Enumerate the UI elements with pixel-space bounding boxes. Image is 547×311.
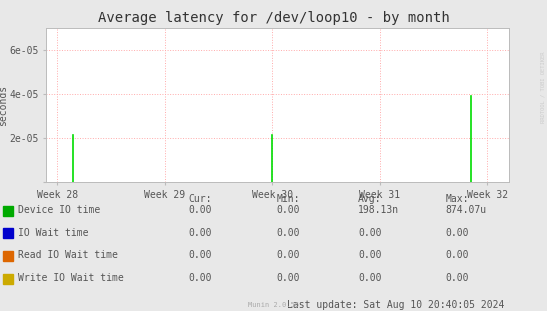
Text: 0.00: 0.00	[189, 228, 212, 238]
Text: RRDTOOL / TOBI OETIKER: RRDTOOL / TOBI OETIKER	[541, 51, 546, 123]
Text: 0.00: 0.00	[358, 228, 382, 238]
Text: 0.00: 0.00	[276, 205, 300, 215]
Text: 0.00: 0.00	[276, 228, 300, 238]
Text: Last update: Sat Aug 10 20:40:05 2024: Last update: Sat Aug 10 20:40:05 2024	[287, 300, 504, 310]
Text: 0.00: 0.00	[358, 250, 382, 260]
Text: Cur:: Cur:	[189, 194, 212, 204]
Text: IO Wait time: IO Wait time	[18, 228, 89, 238]
Text: Read IO Wait time: Read IO Wait time	[18, 250, 118, 260]
Text: 0.00: 0.00	[446, 250, 469, 260]
Text: Write IO Wait time: Write IO Wait time	[18, 273, 124, 283]
Text: 0.00: 0.00	[446, 273, 469, 283]
Text: 0.00: 0.00	[189, 250, 212, 260]
Text: 0.00: 0.00	[276, 273, 300, 283]
Text: Avg:: Avg:	[358, 194, 382, 204]
Text: 0.00: 0.00	[358, 273, 382, 283]
Text: Average latency for /dev/loop10 - by month: Average latency for /dev/loop10 - by mon…	[97, 11, 450, 25]
Text: 0.00: 0.00	[276, 250, 300, 260]
Text: 0.00: 0.00	[189, 273, 212, 283]
Text: Min:: Min:	[276, 194, 300, 204]
Text: Device IO time: Device IO time	[18, 205, 100, 215]
Text: 0.00: 0.00	[446, 228, 469, 238]
Text: Munin 2.0.56: Munin 2.0.56	[248, 302, 299, 308]
Text: 198.13n: 198.13n	[358, 205, 399, 215]
Text: 0.00: 0.00	[189, 205, 212, 215]
Text: Max:: Max:	[446, 194, 469, 204]
Text: 874.07u: 874.07u	[446, 205, 487, 215]
Y-axis label: seconds: seconds	[0, 84, 8, 126]
